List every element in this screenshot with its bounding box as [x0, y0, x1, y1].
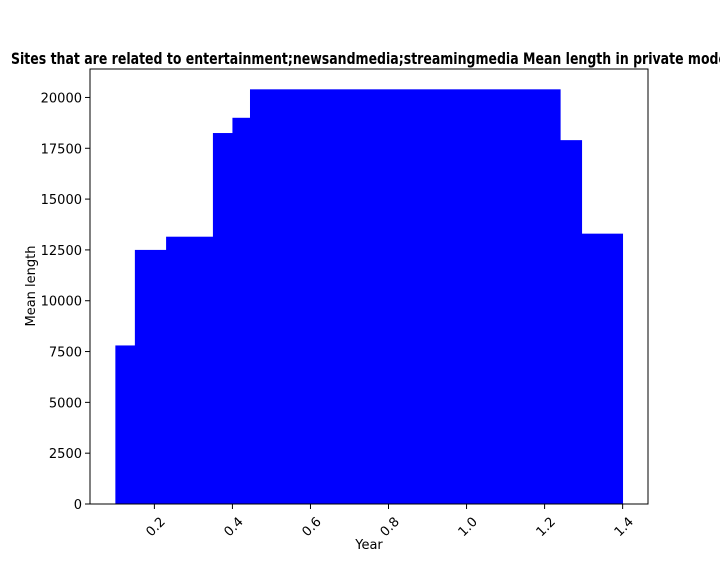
x-tick-label: 1.0 [456, 515, 481, 540]
bar-0 [115, 345, 136, 504]
x-axis-label: Year [354, 538, 383, 553]
chart-title: Sites that are related to entertainment;… [11, 49, 720, 68]
bars-layer [115, 89, 624, 504]
y-tick-label: 5000 [49, 396, 82, 411]
x-tick-label: 1.4 [612, 515, 637, 540]
bar-2 [166, 236, 214, 504]
x-tick-label: 1.2 [534, 515, 559, 540]
y-tick-label: 15000 [41, 193, 82, 208]
y-tick-label: 20000 [41, 91, 82, 106]
y-tick-label: 2500 [49, 447, 82, 462]
y-tick-label: 7500 [49, 346, 82, 361]
y-tick-label: 10000 [41, 295, 82, 310]
y-tick-label: 17500 [41, 142, 82, 157]
y-axis: 0 2500 5000 7500 10000 12500 15000 17500 20000 [41, 91, 90, 513]
bar-3 [212, 133, 233, 504]
bar-1 [134, 249, 167, 504]
x-tick-label: 0.8 [378, 515, 403, 540]
y-tick-label: 12500 [41, 244, 82, 259]
bar-6 [560, 140, 583, 504]
x-tick-label: 0.4 [221, 515, 246, 540]
x-tick-label: 0.6 [299, 515, 324, 540]
plot-frame [89, 68, 649, 505]
y-axis-label: Mean length [24, 246, 39, 327]
bar-7 [581, 233, 624, 504]
y-tick-label: 0 [74, 498, 82, 513]
x-axis: 0.2 0.4 0.6 0.8 1.0 1.2 1.4 [143, 504, 637, 540]
bar-4 [232, 117, 251, 504]
x-tick-label: 0.2 [143, 515, 168, 540]
bar-5 [249, 89, 561, 504]
